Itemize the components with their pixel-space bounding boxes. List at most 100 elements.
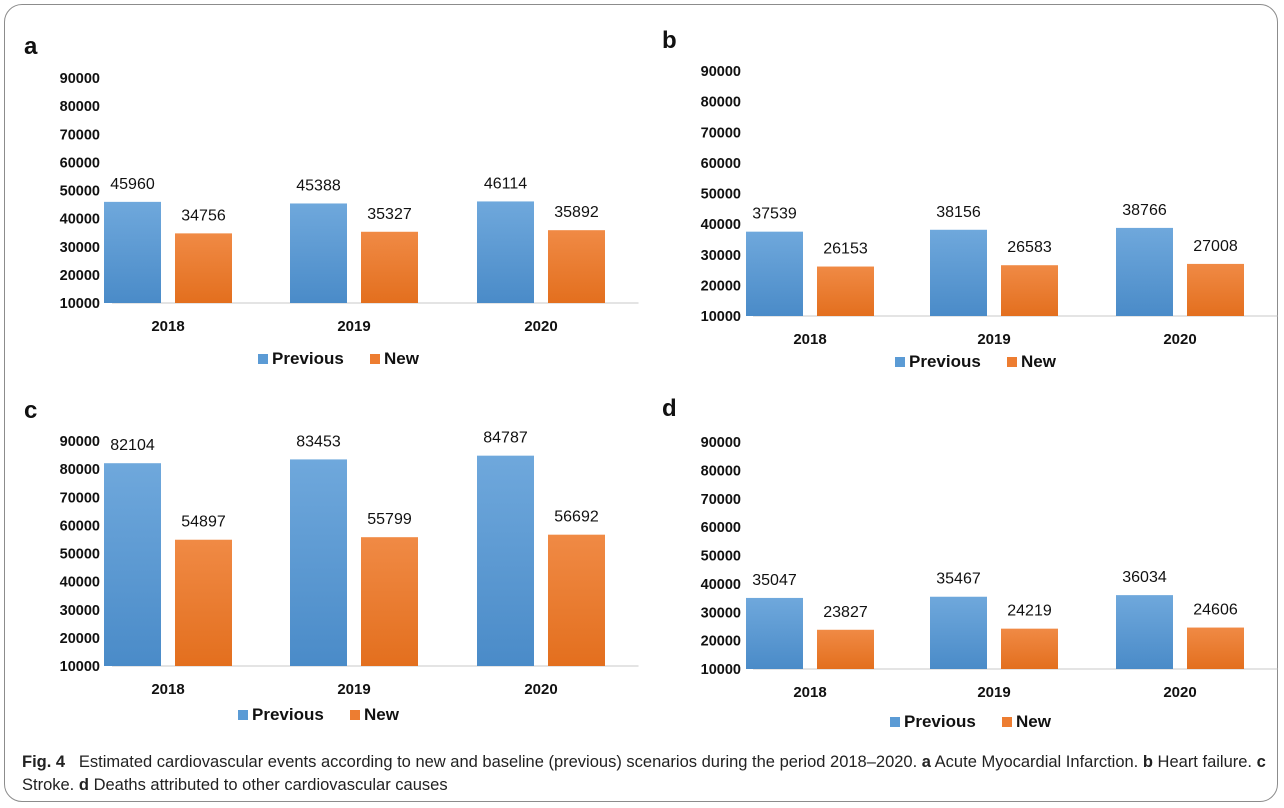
panel-c-legend-swatch-new <box>350 710 360 720</box>
panel-c-bar-new-2019 <box>361 537 418 666</box>
panel-d-label: d <box>662 395 677 422</box>
panel-c-ytick-label: 50000 <box>60 547 100 563</box>
panel-c-ytick-label: 10000 <box>60 659 100 675</box>
panel-c-data-label-new-2020: 56692 <box>554 509 599 526</box>
panel-c-bar-previous-2018 <box>104 463 161 666</box>
panel-c-bar-new-2018 <box>175 539 232 666</box>
panel-b-bar-new-2019 <box>1001 265 1058 316</box>
panel-d-xtick-label: 2018 <box>793 684 826 701</box>
panel-a-data-label-new-2018: 34756 <box>181 207 226 224</box>
panel-a-legend-label-new: New <box>384 349 420 368</box>
panel-d-legend-swatch-new <box>1002 717 1012 727</box>
panel-a-bar-new-2019 <box>361 231 418 303</box>
panel-a-data-label-previous-2020: 46114 <box>484 175 527 192</box>
panel-a-label: a <box>24 33 38 60</box>
panel-a-bar-previous-2020 <box>477 201 534 303</box>
panel-a-xtick-label: 2019 <box>337 318 370 335</box>
panel-c-ytick-label: 40000 <box>60 575 100 591</box>
panel-a-ytick-label: 90000 <box>60 71 100 87</box>
caption-part-d-text: Deaths attributed to other cardiovascula… <box>93 776 448 794</box>
panel-b-ytick-label: 60000 <box>701 156 741 172</box>
panel-a-ytick-label: 30000 <box>60 240 100 256</box>
panel-d-ytick-label: 10000 <box>701 662 741 678</box>
panel-a-legend-swatch-previous <box>258 354 268 364</box>
panel-b-ytick-label: 10000 <box>701 309 741 325</box>
panel-b-bar-previous-2019 <box>930 229 987 316</box>
panel-d-ytick-label: 60000 <box>701 520 741 536</box>
caption-part-c-text: Stroke. <box>22 776 75 794</box>
panel-d-bar-previous-2020 <box>1116 595 1173 669</box>
panel-d-ytick-label: 40000 <box>701 577 741 593</box>
panel-c-legend-label-previous: Previous <box>252 705 324 724</box>
panel-a-data-label-new-2019: 35327 <box>367 206 412 223</box>
panel-b-ytick-label: 50000 <box>701 187 741 203</box>
panel-b-legend-swatch-previous <box>895 357 905 367</box>
panel-b-xtick-label: 2018 <box>793 331 826 348</box>
panel-b-ytick-label: 30000 <box>701 248 741 264</box>
panel-c-data-label-previous-2019: 83453 <box>296 433 341 450</box>
caption-part-a-key: a <box>921 753 931 771</box>
panel-d-legend-label-previous: Previous <box>904 712 976 731</box>
panel-b-data-label-new-2020: 27008 <box>1193 238 1238 255</box>
caption-part-d-key: d <box>78 776 89 794</box>
panel-c-data-label-previous-2018: 82104 <box>110 437 155 454</box>
panel-b-legend-label-new: New <box>1021 352 1057 371</box>
panel-c-data-label-new-2018: 54897 <box>181 514 226 531</box>
figure-caption: Fig. 4 Estimated cardiovascular events a… <box>22 751 1272 797</box>
panel-d-ytick-label: 80000 <box>701 463 741 479</box>
panel-b-bar-previous-2018 <box>746 231 803 316</box>
caption-part-b-text: Heart failure. <box>1157 753 1253 771</box>
panel-d-ytick-label: 90000 <box>701 435 741 451</box>
panel-d-data-label-new-2019: 24219 <box>1007 603 1052 620</box>
panel-b-data-label-previous-2020: 38766 <box>1122 202 1167 219</box>
panel-d-xtick-label: 2019 <box>977 684 1010 701</box>
panel-a-ytick-label: 70000 <box>60 127 100 143</box>
panel-c-legend-swatch-previous <box>238 710 248 720</box>
panel-d-bar-previous-2019 <box>930 596 987 669</box>
panel-d-bar-previous-2018 <box>746 597 803 669</box>
panel-b-label: b <box>662 27 677 54</box>
panel-d-bar-new-2019 <box>1001 628 1058 669</box>
caption-text: Estimated cardiovascular events accordin… <box>78 753 918 771</box>
panel-a-legend-swatch-new <box>370 354 380 364</box>
panel-a-bar-new-2018 <box>175 233 232 303</box>
panel-b-data-label-previous-2018: 37539 <box>752 206 797 223</box>
panel-d-legend-label-new: New <box>1016 712 1052 731</box>
panel-a-xtick-label: 2018 <box>151 318 184 335</box>
caption-part-c-key: c <box>1256 753 1266 771</box>
panel-d-bar-new-2020 <box>1187 627 1244 669</box>
panel-d-legend-swatch-previous <box>890 717 900 727</box>
panel-c-xtick-label: 2019 <box>337 681 370 698</box>
panel-a-bar-previous-2018 <box>104 201 161 303</box>
panel-c-ytick-label: 70000 <box>60 490 100 506</box>
panel-a-ytick-label: 20000 <box>60 268 100 284</box>
panel-b-bar-new-2020 <box>1187 263 1244 316</box>
panel-a-data-label-new-2020: 35892 <box>554 204 599 221</box>
caption-part-b-key: b <box>1142 753 1153 771</box>
panel-c-label: c <box>24 397 37 424</box>
panel-b-data-label-previous-2019: 38156 <box>936 204 981 221</box>
panel-d-ytick-label: 30000 <box>701 605 741 621</box>
panel-b-xtick-label: 2020 <box>1163 331 1196 348</box>
panel-c-ytick-label: 90000 <box>60 434 100 450</box>
panel-c-bar-new-2020 <box>548 534 605 666</box>
panel-a-bar-new-2020 <box>548 230 605 303</box>
figure-frame <box>4 4 1278 802</box>
panel-d-ytick-label: 70000 <box>701 492 741 508</box>
panel-c-ytick-label: 60000 <box>60 518 100 534</box>
panel-d-data-label-previous-2019: 35467 <box>936 571 981 588</box>
panel-d-ytick-label: 50000 <box>701 549 741 565</box>
panel-b-ytick-label: 40000 <box>701 217 741 233</box>
panel-d-xtick-label: 2020 <box>1163 684 1196 701</box>
panel-d-data-label-previous-2020: 36034 <box>1122 569 1167 586</box>
panel-a-bar-previous-2019 <box>290 203 347 303</box>
panel-b-legend-label-previous: Previous <box>909 352 981 371</box>
panel-b-ytick-label: 20000 <box>701 278 741 294</box>
caption-figure-label: Fig. 4 <box>22 753 66 771</box>
panel-c-xtick-label: 2018 <box>151 681 184 698</box>
panel-a-ytick-label: 80000 <box>60 99 100 115</box>
panel-c-ytick-label: 30000 <box>60 603 100 619</box>
panel-d-ytick-label: 20000 <box>701 634 741 650</box>
panel-c-legend-label-new: New <box>364 705 400 724</box>
panel-c-ytick-label: 20000 <box>60 631 100 647</box>
